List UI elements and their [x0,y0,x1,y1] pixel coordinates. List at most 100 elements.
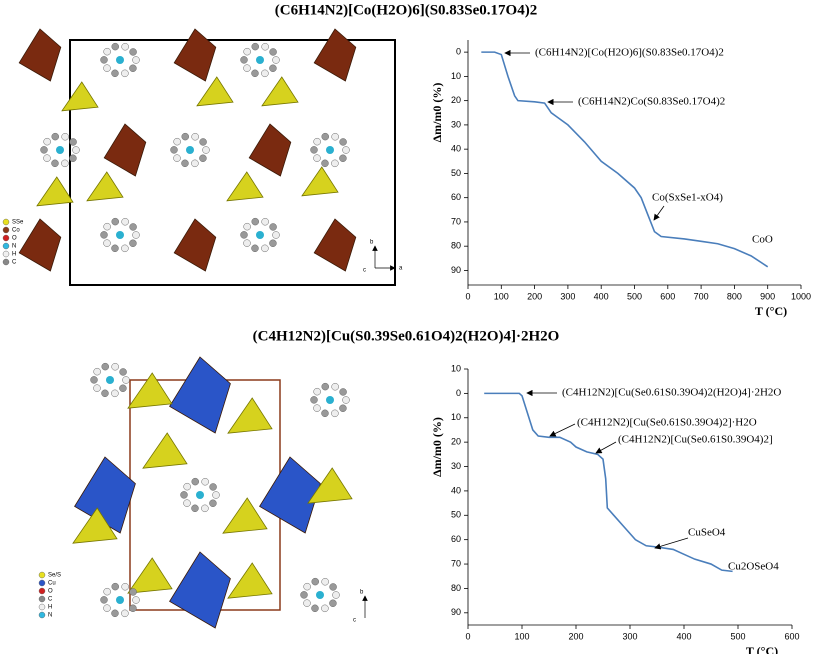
atom [101,362,109,371]
atom [111,362,119,371]
legend-label: Se/S [48,573,61,579]
atom [313,154,321,162]
octahedron [169,551,231,629]
y-tick-label: 30 [451,461,461,471]
y-tick-label: 0 [456,47,461,57]
atom [269,48,277,56]
atom [321,577,329,586]
atom [121,609,129,618]
atom [212,491,220,499]
atom [191,132,199,141]
atom [243,47,251,56]
atom [119,368,127,376]
x-tick-label: 400 [676,631,691,641]
atom [272,231,280,239]
atom [331,159,339,168]
atom [202,146,210,154]
atom [121,582,129,591]
atom [339,154,347,162]
atom [321,409,329,418]
legend-label: Cu [48,581,56,587]
atom [129,48,137,56]
y-tick-label: 20 [451,95,461,105]
x-tick-label: 600 [660,291,675,301]
tetrahedron [261,76,299,107]
y-tick-label: 80 [451,583,461,593]
atom [201,504,209,513]
atom [111,389,119,398]
y-tick-label: 20 [451,437,461,447]
atom [331,382,339,391]
atom [121,69,129,78]
legend-swatch [2,242,10,250]
annotation: (C4H12N2)[Cu(Se0.61S0.39O4)2] [618,434,773,446]
tetrahedron [36,176,74,207]
x-tick-label: 800 [727,291,742,301]
atom [251,244,259,253]
atom [251,69,259,78]
atom [103,239,111,247]
atom [240,231,248,239]
atom [129,239,137,247]
y-axis-label: Δm/m0 (%) [430,83,444,143]
tetrahedron [222,497,268,534]
octahedron [259,456,321,534]
atom [51,159,59,168]
legend-swatch [38,595,46,603]
legend-label: N [48,613,52,619]
tetrahedron [127,372,173,409]
atom [209,483,217,491]
atom [69,138,77,146]
legend-label: O [12,236,17,242]
atom [111,582,119,591]
structure-drawings [18,28,396,629]
atom [209,499,217,507]
atom [269,239,277,247]
legend-swatch [2,250,10,258]
atom [261,244,269,253]
atom [316,591,324,599]
tetrahedron [72,507,118,544]
x-tick-label: 100 [514,631,529,641]
atom [116,231,124,239]
atom [100,56,108,64]
atom [72,146,80,154]
atom [321,132,329,141]
atom [269,64,277,72]
atom [313,404,321,412]
atom [243,64,251,72]
atom [331,409,339,418]
atom [180,491,188,499]
atom [311,577,319,586]
atom [132,56,140,64]
octahedron [313,218,357,272]
x-tick-label: 300 [560,291,575,301]
annotation: (C6H14N2)Co(S0.83Se0.17O4)2 [578,96,725,108]
atom [132,231,140,239]
legend-swatch [38,579,46,587]
octahedron [313,28,357,82]
octahedron [173,28,217,82]
atom [173,154,181,162]
panel-title: (C4H12N2)[Cu(S0.39Se0.61O4)2(H2O)4]·2H2O [253,328,560,344]
data-line [484,392,733,573]
atom [191,159,199,168]
atom [103,587,111,596]
annotation-arrow [595,441,617,454]
x-tick-label: 700 [694,291,709,301]
atom [196,491,204,499]
y-tick-label: 90 [451,607,461,617]
tetrahedron [301,166,339,197]
y-tick-label: 50 [451,168,461,178]
annotation: (C4H12N2)[Cu(Se0.61S0.39O4)2]·H2O [577,417,757,429]
annotation-arrow [653,205,665,221]
atom [339,404,347,412]
atom [93,384,101,392]
atom [181,132,189,141]
atom [43,137,51,146]
tetrahedron [196,76,234,107]
atom [243,239,251,247]
atom [100,596,108,604]
atom [129,223,137,231]
atom [129,604,137,612]
